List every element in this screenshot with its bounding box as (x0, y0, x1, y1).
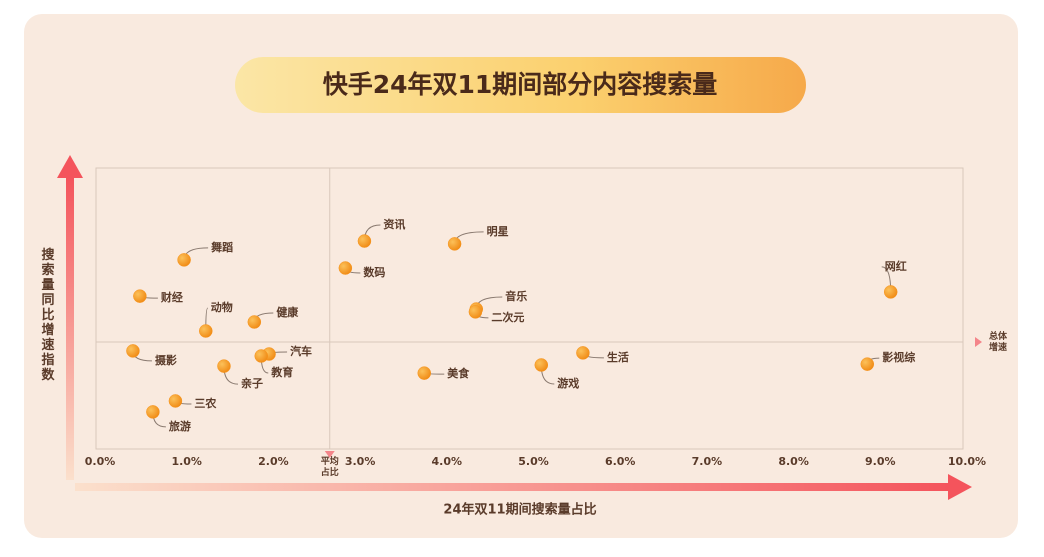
point (447, 237, 462, 251)
point (146, 405, 160, 419)
point (217, 359, 231, 373)
point-label: 美食 (447, 366, 470, 380)
point (338, 261, 353, 275)
avg-y-label: 总体增速 (989, 329, 1008, 352)
point-label: 旅游 (169, 419, 191, 433)
x-tick-label: 6.0% (605, 455, 636, 468)
point-label: 摄影 (155, 353, 177, 367)
y-axis-label: 搜索量同比增速指数 (41, 247, 55, 383)
point-label: 健康 (276, 305, 299, 319)
point-label: 游戏 (557, 376, 579, 390)
x-arrow (75, 483, 950, 491)
point (883, 285, 898, 299)
point (254, 349, 269, 363)
point (247, 315, 262, 329)
point (576, 346, 590, 360)
point (534, 358, 549, 372)
plot-frame (95, 167, 964, 450)
point-label: 影视综 (882, 350, 915, 364)
point-label: 二次元 (491, 310, 524, 324)
point (468, 305, 483, 319)
y-arrow (66, 178, 74, 480)
point-label: 音乐 (505, 289, 527, 303)
x-tick-label: 8.0% (778, 455, 809, 468)
point-label: 资讯 (383, 217, 405, 231)
x-tick-label: 2.0% (258, 455, 289, 468)
y-arrow-head (57, 155, 83, 178)
point-label: 动物 (211, 300, 233, 314)
chart-title: 快手24年双11期间部分内容搜索量 (323, 70, 718, 99)
title-pill (235, 57, 806, 113)
point-label: 舞蹈 (211, 240, 233, 254)
point (177, 253, 191, 267)
x-tick-label: 10.0% (948, 455, 986, 468)
x-tick-label: 3.0% (345, 455, 376, 468)
point-label: 明星 (487, 225, 509, 238)
x-tick-label: 4.0% (432, 455, 463, 468)
point (126, 344, 140, 358)
x-tick-label: 0.0% (85, 455, 116, 468)
point-label: 汽车 (290, 344, 312, 358)
point-label: 三农 (194, 396, 216, 410)
point-label: 网红 (885, 259, 907, 273)
x-tick-label: 9.0% (865, 455, 896, 468)
x-tick-label: 7.0% (692, 455, 723, 468)
avg-x-label: 平均占比 (321, 455, 339, 478)
x-tick-label: 1.0% (171, 455, 202, 468)
point-label: 亲子 (241, 376, 263, 390)
avg-y-arrow (975, 336, 982, 347)
point-label: 财经 (160, 290, 183, 304)
point (168, 394, 183, 408)
point-label: 数码 (363, 265, 385, 279)
point (860, 357, 875, 371)
x-arrow-head (948, 474, 972, 500)
card (24, 14, 1018, 538)
avg-x-arrow (324, 451, 335, 458)
point (199, 324, 213, 338)
point-label: 生活 (607, 350, 629, 364)
point (133, 289, 147, 303)
x-axis-label: 24年双11期间搜索量占比 (443, 502, 596, 518)
point-label: 教育 (270, 365, 293, 379)
point (357, 234, 372, 248)
x-tick-label: 5.0% (518, 455, 549, 468)
point (417, 366, 432, 380)
